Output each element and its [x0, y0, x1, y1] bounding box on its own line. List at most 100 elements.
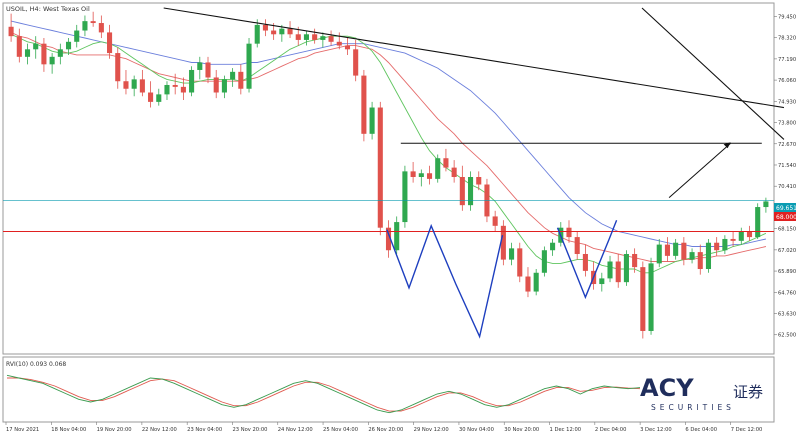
candle-body [385, 227, 392, 251]
candle [49, 53, 55, 74]
time-label: 30 Nov 20:00 [504, 427, 539, 433]
pattern-left-w[interactable] [386, 223, 504, 339]
candle-body [24, 49, 31, 57]
price-label: 77.190 [778, 57, 796, 63]
candle-body [689, 252, 695, 260]
candle [517, 242, 523, 283]
candle-body [763, 201, 769, 208]
candle-body [443, 158, 449, 168]
candle-body [705, 242, 712, 270]
candle-body [574, 237, 580, 254]
candle [336, 32, 342, 50]
drawn-trendlines[interactable] [3, 7, 785, 232]
candle-body [435, 158, 441, 179]
level-price-tag-text: 68.000 [776, 214, 797, 221]
candle [377, 101, 383, 236]
rvi-main-line [6, 374, 641, 414]
time-label: 3 Dec 12:00 [640, 427, 672, 433]
candle [115, 47, 121, 89]
candle-body [230, 71, 236, 80]
candle-body [738, 231, 744, 241]
candle [246, 38, 252, 93]
candle [410, 161, 416, 183]
candle-body [336, 41, 342, 46]
candle-body [172, 84, 178, 87]
time-label: 23 Nov 20:00 [232, 427, 267, 433]
candle [205, 56, 211, 84]
pattern-right-w[interactable] [556, 219, 618, 300]
price-label: 76.060 [778, 78, 796, 84]
candle [344, 38, 351, 55]
candle-body [82, 21, 88, 31]
time-label: 25 Nov 04:00 [323, 427, 358, 433]
time-label: 6 Dec 04:00 [685, 427, 717, 433]
candle [705, 238, 712, 273]
price-label: 68.150 [778, 227, 796, 233]
candle-body [722, 238, 728, 251]
candle-body [755, 207, 761, 238]
candle [541, 246, 547, 277]
candle [74, 24, 80, 48]
candle-body [320, 36, 326, 40]
rvi-signal-line [7, 377, 641, 412]
projection-arrow-line[interactable] [668, 142, 731, 199]
candle [689, 248, 695, 264]
candle-body [451, 167, 457, 177]
candle [648, 257, 654, 335]
double-bottom-pattern[interactable] [386, 219, 618, 339]
candle [664, 237, 670, 262]
candle [697, 244, 703, 275]
descending-trendline-upper[interactable] [641, 7, 785, 140]
candle-body [377, 107, 383, 228]
logo-subtitle: SECURITIES [651, 403, 735, 412]
time-label: 30 Nov 04:00 [459, 427, 494, 433]
candle [730, 231, 736, 247]
candle-body [730, 238, 736, 241]
candle [435, 154, 441, 183]
time-label: 7 Dec 12:00 [731, 427, 763, 433]
candle-body [467, 177, 474, 206]
candle [640, 261, 646, 339]
candle [238, 64, 244, 95]
descending-trendline-lower[interactable] [163, 7, 785, 109]
candle-body [459, 177, 465, 206]
candle-body [90, 21, 96, 24]
candle [525, 267, 531, 298]
candle [623, 250, 629, 286]
candle [197, 56, 203, 80]
candle-body [509, 248, 515, 260]
candle-body [262, 24, 268, 31]
symbol-label: USOIL, H4: West Texas Oil [6, 5, 90, 13]
candle [656, 238, 662, 268]
candle-body [74, 30, 80, 42]
price-label: 71.540 [778, 163, 796, 169]
candle-body [656, 244, 662, 264]
candle-body [164, 84, 170, 95]
candle [492, 210, 498, 232]
candle [607, 255, 613, 283]
projection-arrow-head [723, 142, 731, 149]
candle-body [426, 173, 433, 179]
candle [574, 231, 580, 260]
candle-body [623, 253, 629, 283]
candle-body [205, 62, 211, 78]
candle-body [599, 278, 605, 285]
time-label: 17 Nov 2021 [6, 427, 39, 433]
candle-body [500, 225, 506, 260]
candle [500, 220, 506, 266]
candle [172, 73, 178, 95]
candle [476, 171, 482, 191]
candle [139, 69, 145, 97]
candle [599, 272, 605, 292]
candle-body [550, 242, 556, 251]
candle-body [517, 248, 523, 277]
candle-body [246, 43, 252, 89]
oscillator-label: RVI(10) 0.093 0.068 [6, 361, 66, 368]
time-axis: 17 Nov 2021 18 Nov 04:00 19 Nov 20:00 22 No… [5, 422, 763, 433]
candle [230, 68, 236, 87]
candle [328, 30, 334, 46]
candle-body [16, 36, 22, 57]
